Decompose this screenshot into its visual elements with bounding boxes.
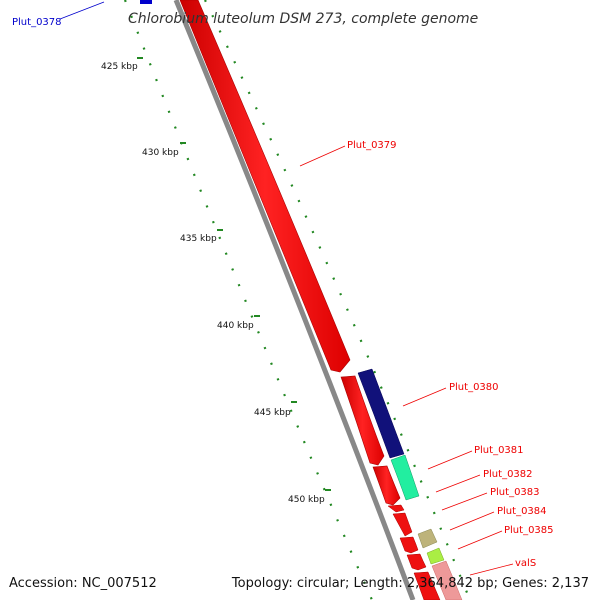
cog-teal-block xyxy=(390,454,420,501)
forward-strand xyxy=(179,0,441,600)
leader-plut-0385 xyxy=(457,530,503,550)
cog-band xyxy=(357,368,463,600)
tick-label-450: 450 kbp xyxy=(288,495,325,505)
accession-text: Accession: NC_007512 xyxy=(9,576,157,591)
leader-plut-0378 xyxy=(59,1,105,20)
gene-plut-0379-arrow[interactable] xyxy=(179,0,351,373)
gene-label-plut-0384[interactable]: Plut_0384 xyxy=(497,506,547,517)
gene-plut-0383-arrow[interactable] xyxy=(392,512,413,537)
map-title: Chlorobium luteolum DSM 273, complete ge… xyxy=(128,11,478,27)
leader-plut-0382 xyxy=(435,474,481,493)
gene-label-plut-0382[interactable]: Plut_0382 xyxy=(483,469,533,480)
leader-plut-0380 xyxy=(402,387,447,407)
tick-label-425: 425 kbp xyxy=(101,62,138,72)
leader-vals xyxy=(469,563,514,576)
leader-plut-0383 xyxy=(441,492,488,511)
gene-label-plut-0383[interactable]: Plut_0383 xyxy=(490,487,540,498)
tick-label-440: 440 kbp xyxy=(217,321,254,331)
backbone xyxy=(173,0,419,600)
gene-labels: Plut_0378 Plut_0379 Plut_0380 Plut_0381 … xyxy=(12,1,554,576)
tick-label-435: 435 kbp xyxy=(180,234,217,244)
summary-text: Topology: circular; Length: 2,364,842 bp… xyxy=(231,576,589,591)
cog-khaki-block xyxy=(417,528,438,549)
leader-plut-0384 xyxy=(449,511,495,531)
gene-plut-0384-arrow[interactable] xyxy=(399,536,419,554)
gene-plut-0385-arrow[interactable] xyxy=(406,553,427,571)
cog-navy-block xyxy=(357,368,405,459)
tick-label-445: 445 kbp xyxy=(254,408,291,418)
inner-tick-ring xyxy=(123,0,374,600)
gene-plut-0381-arrow[interactable] xyxy=(372,465,401,506)
leader-plut-0381 xyxy=(427,450,473,470)
gene-label-plut-0385[interactable]: Plut_0385 xyxy=(504,525,554,536)
gene-vals-arrow[interactable] xyxy=(413,571,441,600)
tick-label-430: 430 kbp xyxy=(142,148,179,158)
leader-plut-0379 xyxy=(299,145,346,167)
gene-label-plut-0379[interactable]: Plut_0379 xyxy=(347,140,397,151)
cog-pink-block xyxy=(431,560,463,600)
gene-plut-0378-fragment[interactable] xyxy=(140,0,152,4)
gene-plut-0382-arrow[interactable] xyxy=(387,504,405,513)
gene-label-vals[interactable]: valS xyxy=(515,558,536,569)
tick-labels: 425 kbp 430 kbp 435 kbp 440 kbp 445 kbp … xyxy=(101,57,331,505)
outer-tick-ring xyxy=(204,0,472,600)
gene-label-plut-0381[interactable]: Plut_0381 xyxy=(474,445,524,456)
cog-lime-block xyxy=(426,547,445,565)
gene-label-plut-0378[interactable]: Plut_0378 xyxy=(12,17,62,28)
gene-label-plut-0380[interactable]: Plut_0380 xyxy=(449,382,499,393)
gene-plut-0380-arrow[interactable] xyxy=(340,375,385,466)
